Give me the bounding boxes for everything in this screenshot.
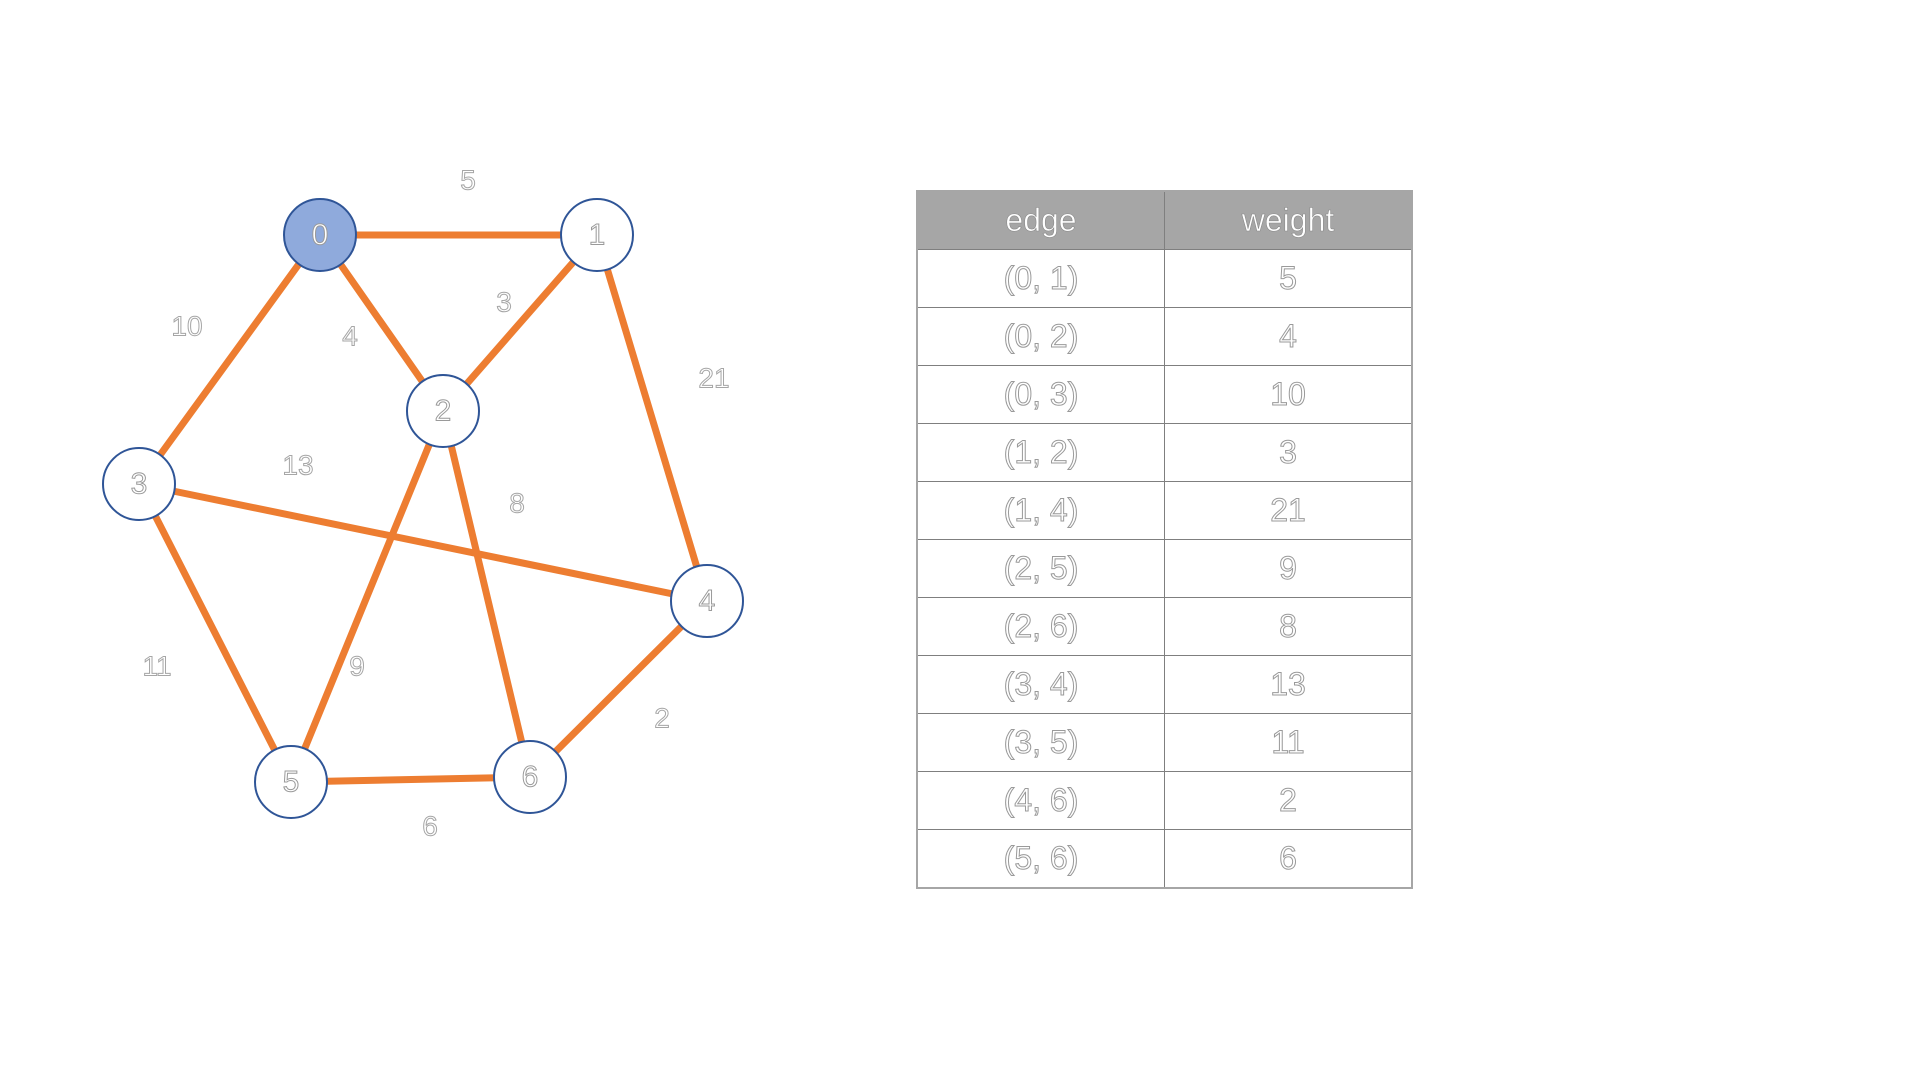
- cell-weight: 4: [1164, 307, 1413, 366]
- cell-edge: (1, 2): [916, 423, 1165, 482]
- cell-edge: (3, 4): [916, 655, 1165, 714]
- cell-edge: (2, 6): [916, 597, 1165, 656]
- table-row: (2, 5) 9: [916, 539, 1413, 598]
- node-4: 4: [670, 564, 744, 638]
- edge-1-4: [593, 231, 711, 605]
- node-5: 5: [254, 745, 328, 819]
- edge-weight-label-2-5: 9: [349, 651, 365, 682]
- cell-edge: (2, 5): [916, 539, 1165, 598]
- table-row: (3, 5) 11: [916, 713, 1413, 772]
- cell-edge: (1, 4): [916, 481, 1165, 540]
- table-row: (4, 6) 2: [916, 771, 1413, 830]
- node-circle-4: [670, 564, 744, 638]
- cell-weight: 2: [1164, 771, 1413, 830]
- cell-weight: 8: [1164, 597, 1413, 656]
- cell-edge: (4, 6): [916, 771, 1165, 830]
- edge-weight-label-0-2: 4: [342, 321, 358, 352]
- node-label-4: 4: [699, 585, 716, 618]
- node-label-1: 1: [589, 219, 606, 252]
- cell-edge: (0, 1): [916, 249, 1165, 308]
- node-circle-0: [283, 198, 357, 272]
- edges-layer: [135, 231, 711, 786]
- node-3: 3: [102, 447, 176, 521]
- cell-edge: (0, 3): [916, 365, 1165, 424]
- table-body: (0, 1) 5 (0, 2) 4 (0, 3) 10 (1, 2) 3 (1, 4) 21 (2,…: [916, 249, 1413, 889]
- cell-edge: (0, 2): [916, 307, 1165, 366]
- table-header-row: edge weight: [916, 190, 1413, 250]
- table-row: (2, 6) 8: [916, 597, 1413, 656]
- edge-weight-label-4-6: 2: [654, 703, 670, 734]
- node-1: 1: [560, 198, 634, 272]
- edge-5-6: [287, 773, 534, 786]
- cell-weight: 21: [1164, 481, 1413, 540]
- table-row: (1, 4) 21: [916, 481, 1413, 540]
- table-row: (5, 6) 6: [916, 829, 1413, 889]
- edge-3-4: [135, 480, 711, 605]
- table-row: (0, 3) 10: [916, 365, 1413, 424]
- cell-weight: 6: [1164, 829, 1413, 889]
- table-row: (3, 4) 13: [916, 655, 1413, 714]
- edge-weight-label-1-2: 3: [496, 287, 512, 318]
- header-weight: weight: [1164, 190, 1413, 250]
- node-0: 0: [283, 198, 357, 272]
- cell-weight: 10: [1164, 365, 1413, 424]
- node-label-0: 0: [312, 219, 329, 252]
- cell-edge: (3, 5): [916, 713, 1165, 772]
- edge-weight-label-0-1: 5: [460, 165, 476, 196]
- edge-4-6: [526, 597, 711, 781]
- node-label-3: 3: [131, 468, 148, 501]
- edge-weight-label-3-5: 11: [142, 651, 171, 682]
- edge-weight-table: edge weight (0, 1) 5 (0, 2) 4 (0, 3) 10 (1, 2)…: [916, 190, 1413, 889]
- table-row: (0, 2) 4: [916, 307, 1413, 366]
- edge-1-2: [439, 231, 601, 415]
- edge-2-5: [287, 407, 447, 786]
- node-label-5: 5: [283, 766, 300, 799]
- edge-weight-label-0-3: 10: [171, 311, 202, 342]
- edge-weight-label-5-6: 6: [422, 811, 438, 842]
- edge-2-6: [439, 407, 534, 781]
- cell-weight: 11: [1164, 713, 1413, 772]
- node-6: 6: [493, 740, 567, 814]
- header-edge: edge: [916, 190, 1165, 250]
- cell-weight: 13: [1164, 655, 1413, 714]
- edge-weight-label-1-4: 21: [698, 363, 729, 394]
- cell-weight: 5: [1164, 249, 1413, 308]
- node-circle-3: [102, 447, 176, 521]
- nodes-layer: 0 1 2 3 4 5 6: [102, 198, 744, 819]
- node-label-6: 6: [522, 761, 539, 794]
- edge-weight-label-3-4: 13: [282, 450, 313, 481]
- node-circle-5: [254, 745, 328, 819]
- node-circle-1: [560, 198, 634, 272]
- table-row: (0, 1) 5: [916, 249, 1413, 308]
- cell-weight: 3: [1164, 423, 1413, 482]
- graph-diagram: 5 4 10 3 21 9 8 13 11 2 6 0 1 2 3 4 5 6: [102, 164, 744, 842]
- node-2: 2: [406, 374, 480, 448]
- edge-3-5: [135, 480, 295, 786]
- edge-weight-label-2-6: 8: [509, 488, 525, 519]
- cell-edge: (5, 6): [916, 829, 1165, 889]
- cell-weight: 9: [1164, 539, 1413, 598]
- node-circle-2: [406, 374, 480, 448]
- node-circle-6: [493, 740, 567, 814]
- edge-0-3: [135, 231, 324, 488]
- table-row: (1, 2) 3: [916, 423, 1413, 482]
- node-label-2: 2: [435, 395, 452, 428]
